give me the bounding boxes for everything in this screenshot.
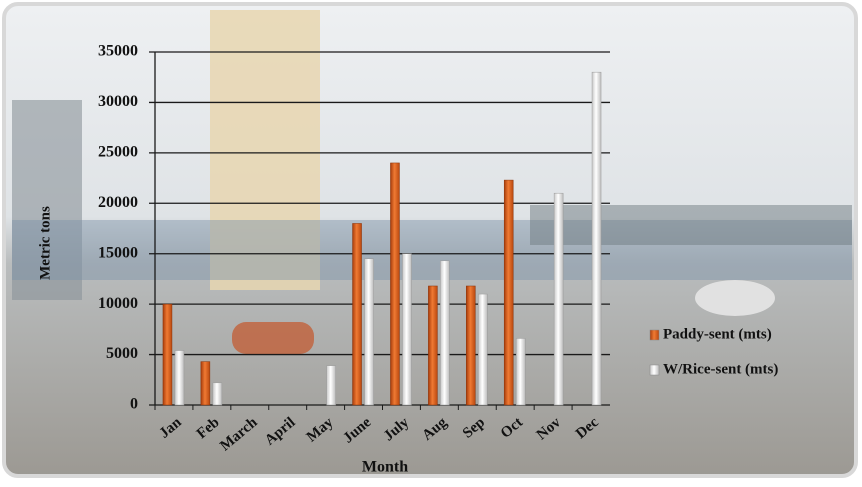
bar [553, 192, 564, 406]
bg-shape [12, 100, 82, 300]
bg-shape [232, 322, 314, 354]
bar [503, 179, 514, 406]
bar [352, 223, 362, 406]
bar [478, 293, 488, 406]
legend-label: W/Rice-sent (mts) [663, 361, 778, 377]
y-tick-label: 15000 [98, 244, 138, 261]
y-tick-label: 10000 [98, 295, 138, 312]
bar [200, 361, 211, 406]
bar [390, 162, 400, 406]
legend-swatch [649, 329, 660, 341]
legend-label: Paddy-sent (mts) [663, 326, 772, 342]
x-axis-label: Month [362, 459, 408, 476]
legend-swatch [649, 364, 660, 376]
bar [440, 260, 450, 406]
bg-shape [530, 205, 852, 245]
bar [466, 285, 476, 406]
y-tick-label: 30000 [98, 93, 138, 110]
bg-shape [695, 280, 775, 316]
bar [162, 303, 173, 406]
bar [326, 365, 336, 406]
y-tick-label: 35000 [98, 43, 138, 60]
y-axis-label: Metric tons [37, 206, 53, 280]
bg-shape [210, 10, 320, 290]
bar [402, 253, 412, 406]
y-tick-label: 25000 [98, 144, 138, 161]
bar [428, 285, 438, 406]
y-tick-label: 0 [130, 396, 138, 413]
bar [364, 258, 374, 406]
bar [591, 71, 602, 406]
y-tick-label: 20000 [98, 194, 138, 211]
y-tick-label: 5000 [106, 345, 138, 362]
bar [174, 350, 185, 406]
bar [515, 338, 526, 406]
bar [212, 382, 223, 406]
